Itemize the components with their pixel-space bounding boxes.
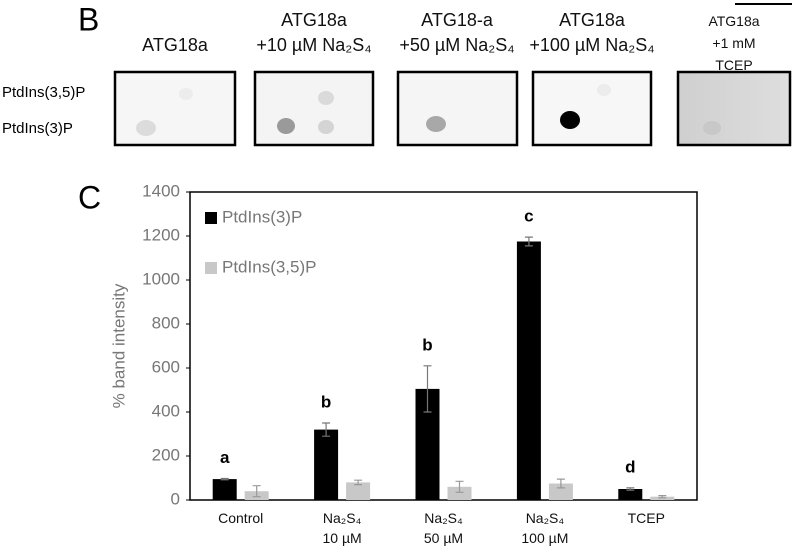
- blot: [531, 70, 653, 147]
- y-tick-label: 200: [152, 445, 180, 464]
- error-bar: [524, 236, 533, 247]
- legend-swatch: [205, 262, 217, 274]
- column-label: ATG18a +10 µM Na₂S₄: [256, 10, 372, 55]
- panel-label: B: [78, 1, 99, 37]
- legend-label: PtdIns(3)P: [222, 207, 302, 226]
- bar: [447, 486, 472, 500]
- row-label: PtdIns(3)P: [2, 120, 73, 137]
- dot: [426, 116, 446, 132]
- column-label: ATG18a: [142, 35, 208, 55]
- dot: [179, 88, 193, 100]
- x-tick-label: TCEP: [627, 510, 665, 526]
- error-bar: [423, 365, 432, 413]
- y-axis-label: % band intensity: [109, 283, 128, 408]
- column-label: ATG18a +1 mM TCEP: [708, 13, 760, 73]
- bar: [212, 479, 237, 500]
- significance-label: b: [422, 335, 432, 354]
- error-bar: [626, 487, 635, 491]
- error-bar: [556, 478, 565, 489]
- y-tick-label: 600: [152, 357, 180, 376]
- column-label: ATG18a +100 µM Na₂S₄: [529, 10, 655, 55]
- error-bar: [354, 479, 363, 486]
- significance-label: a: [220, 448, 230, 467]
- x-tick-label: Na₂S₄ 100 µM: [521, 510, 569, 546]
- error-bar: [220, 477, 229, 481]
- dot: [597, 84, 611, 96]
- bar: [314, 429, 339, 500]
- y-tick-label: 1200: [142, 225, 180, 244]
- x-tick-label: Control: [218, 510, 264, 526]
- column-label: ATG18-a +50 µM Na₂S₄: [399, 10, 515, 55]
- x-tick-label: Na₂S₄ 50 µM: [423, 510, 464, 546]
- dot: [560, 111, 580, 129]
- panel-label: C: [78, 179, 101, 215]
- bar: [516, 241, 541, 500]
- dot: [277, 118, 295, 134]
- row-label: PtdIns(3,5)P: [2, 84, 85, 101]
- error-bar: [658, 495, 667, 499]
- blot: [396, 70, 519, 147]
- blot: [253, 70, 375, 147]
- significance-label: d: [625, 457, 635, 476]
- x-tick-label: Na₂S₄ 10 µM: [322, 510, 362, 546]
- bar: [346, 482, 371, 500]
- dots: [136, 84, 721, 136]
- y-tick-label: 800: [152, 313, 180, 332]
- plot-frame: [189, 191, 698, 501]
- blot: [676, 70, 792, 147]
- significance-label: c: [524, 207, 533, 226]
- y-tick-label: 0: [171, 489, 180, 508]
- y-tick-label: 400: [152, 401, 180, 420]
- y-tick-label: 1400: [142, 181, 180, 200]
- legend-swatch: [205, 212, 217, 224]
- dot: [136, 120, 156, 136]
- blot: [113, 70, 237, 147]
- dot: [318, 120, 334, 134]
- error-bar: [322, 422, 331, 437]
- error-bar: [252, 485, 261, 498]
- dot: [703, 121, 721, 135]
- blots: [113, 70, 792, 147]
- error-bar: [455, 480, 464, 493]
- y-tick-label: 1000: [142, 269, 180, 288]
- bar: [618, 489, 643, 500]
- significance-label: b: [321, 392, 331, 411]
- dot: [318, 91, 334, 105]
- bar: [548, 483, 573, 500]
- legend-label: PtdIns(3,5)P: [222, 257, 317, 276]
